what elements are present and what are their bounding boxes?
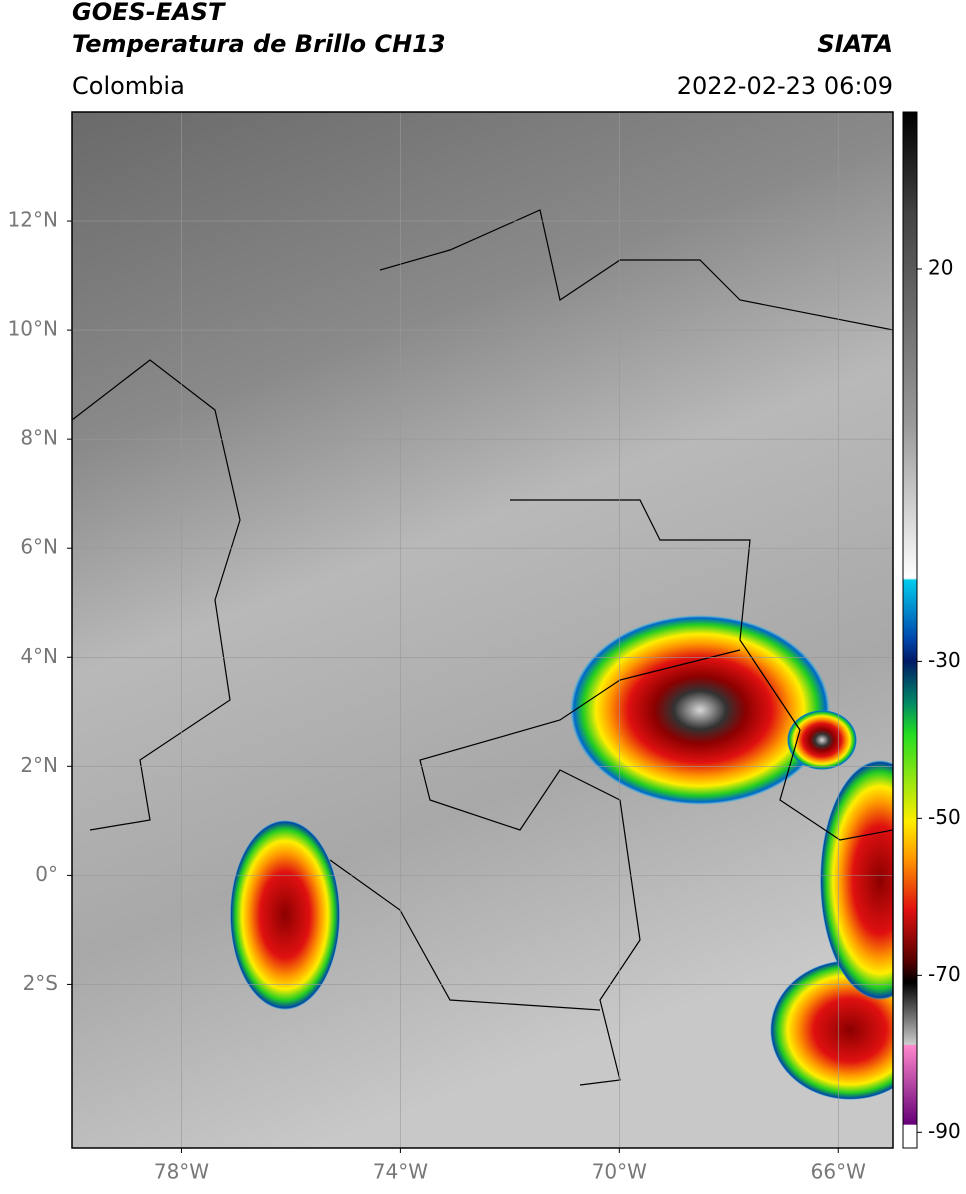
timestamp: 2022-02-23 06:09 [677,72,893,100]
convective-cell [770,960,893,1100]
y-tick-label: 0° [35,862,58,886]
x-tick-label: 66°W [811,1160,866,1184]
source: SIATA [817,30,893,58]
y-tick-label: 12°N [8,208,58,232]
satellite-image [72,112,893,1148]
x-tick-label: 74°W [373,1160,428,1184]
colorbar-tick-label: -30 [928,648,961,672]
y-tick-label: 2°S [23,971,58,995]
subtitle: Temperatura de Brillo CH13 [72,30,446,58]
region: Colombia [72,72,185,100]
y-tick-label: 8°N [20,426,58,450]
y-tick-label: 2°N [20,753,58,777]
colorbar-tick-label: -50 [928,805,961,829]
convective-cell [230,820,340,1010]
convective-cell [570,615,830,805]
y-tick-label: 4°N [20,644,58,668]
colorbar-tick-label: 20 [928,255,953,279]
x-tick-label: 78°W [154,1160,209,1184]
map-frame [71,111,894,1149]
title: GOES-EAST [72,0,226,26]
borders [72,209,893,1086]
convective-cell [787,710,857,770]
colorbar-tick-label: -90 [928,1119,961,1143]
x-tick-label: 70°W [592,1160,647,1184]
y-tick-label: 6°N [20,535,58,559]
colorbar [902,111,918,1149]
colorbar-tick-label: -70 [928,962,961,986]
y-tick-label: 10°N [8,317,58,341]
